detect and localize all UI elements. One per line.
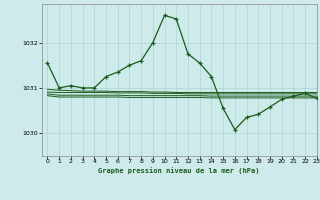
X-axis label: Graphe pression niveau de la mer (hPa): Graphe pression niveau de la mer (hPa) bbox=[99, 167, 260, 174]
